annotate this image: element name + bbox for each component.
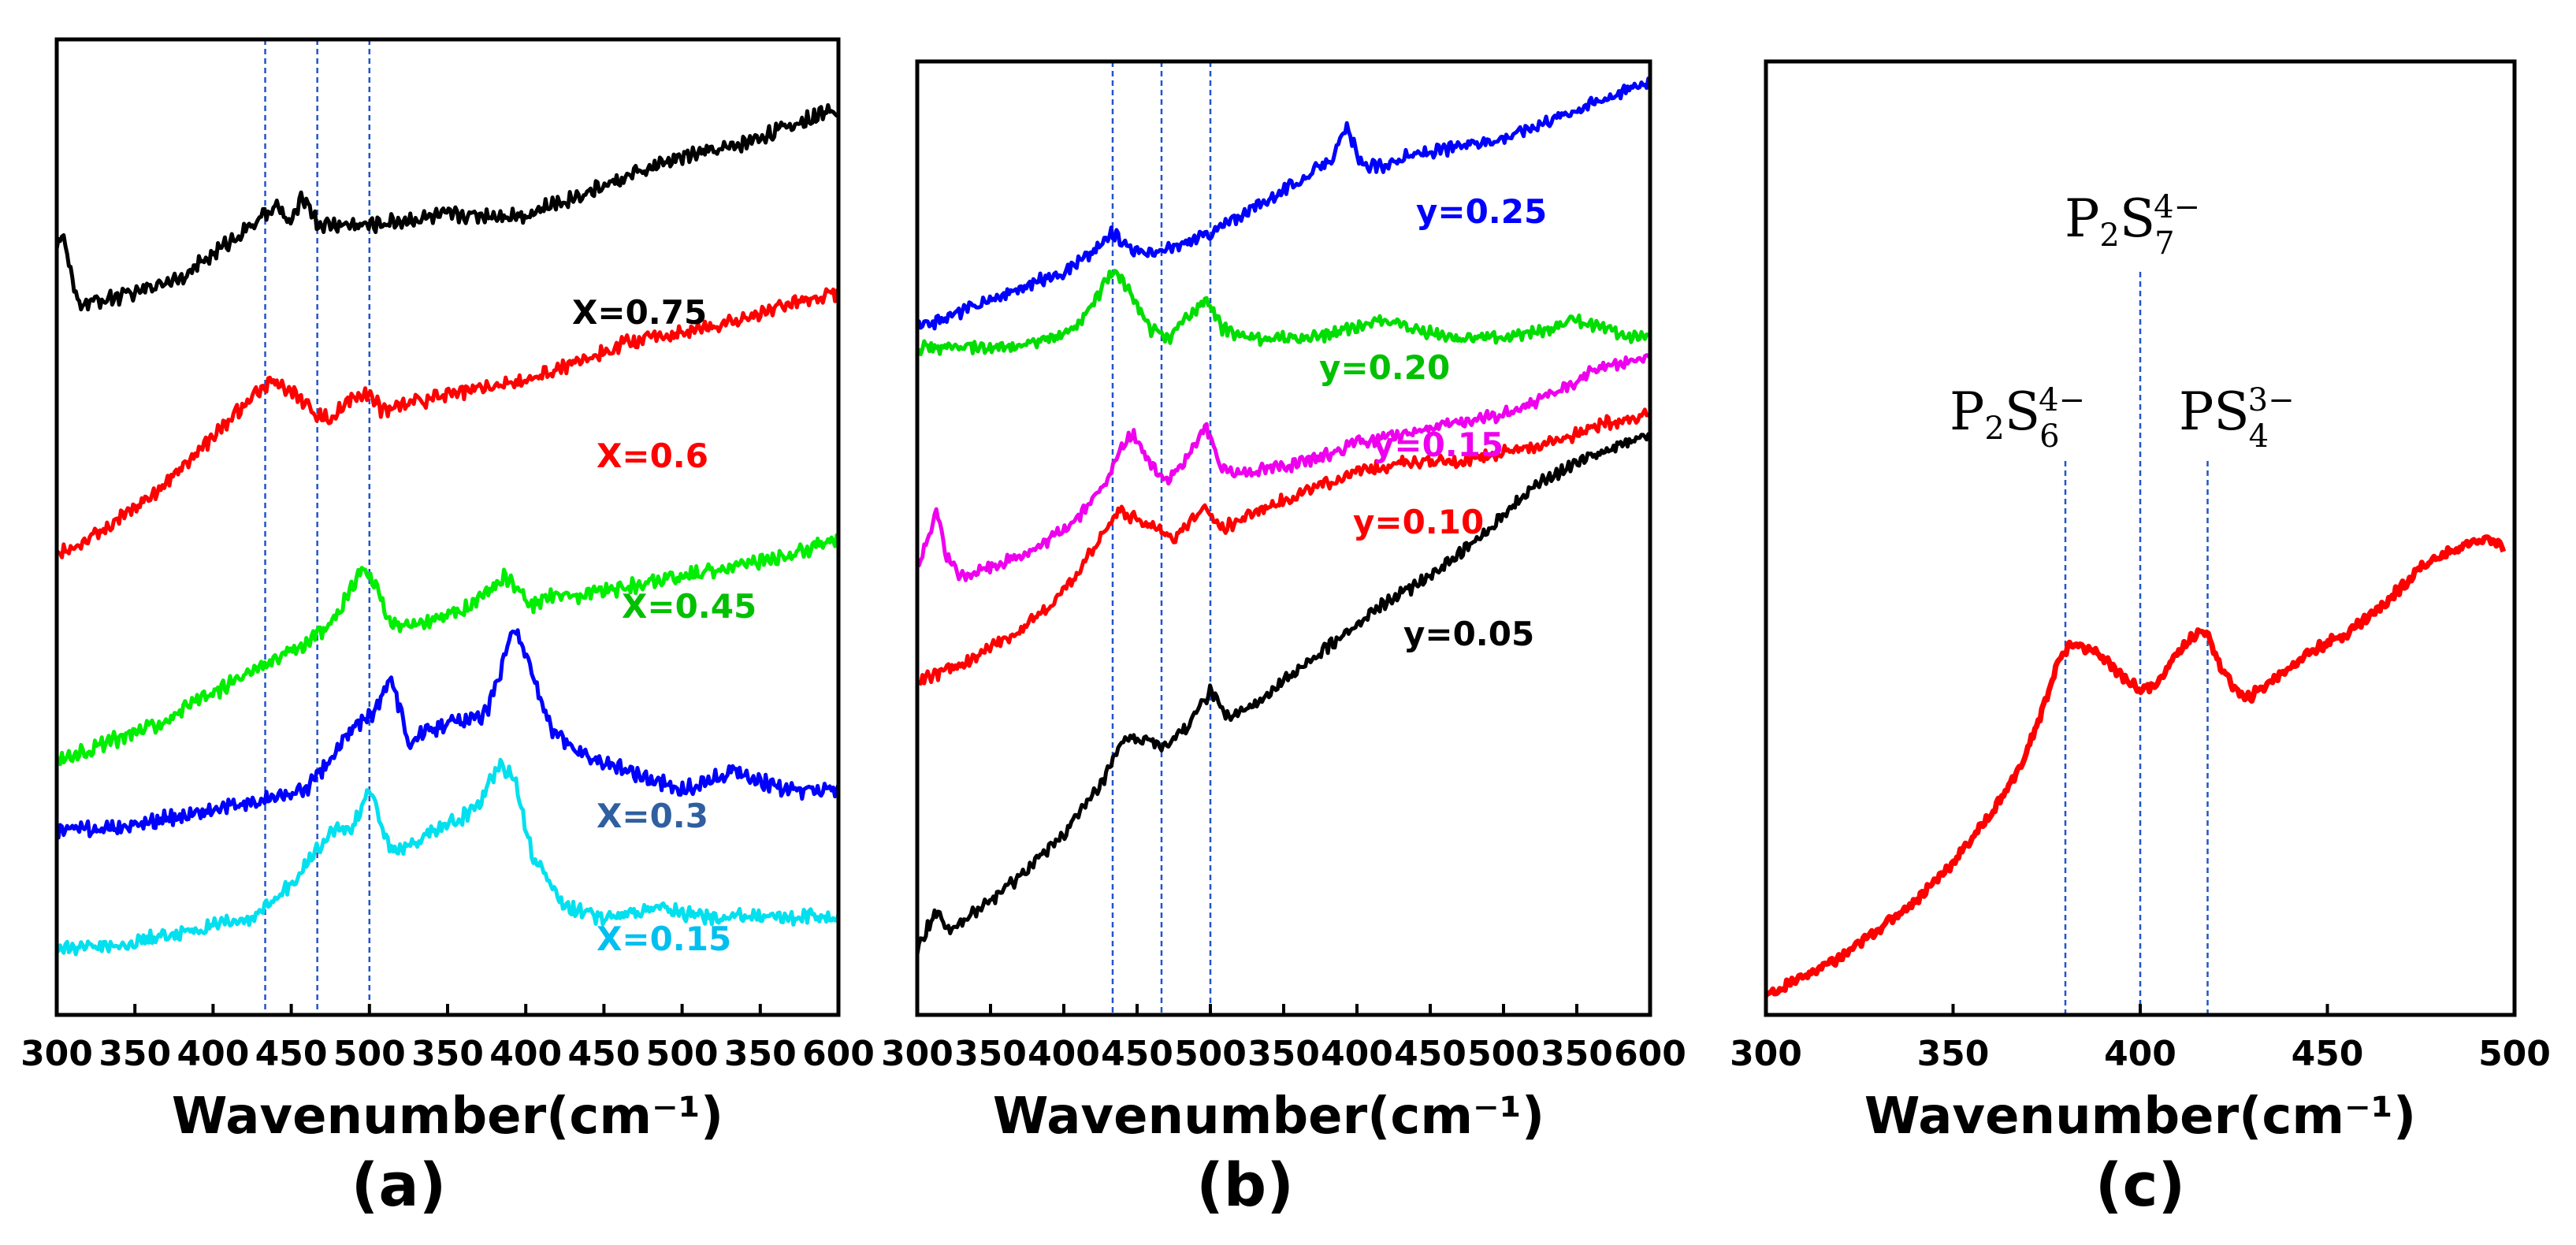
ion-label-p2s7: P2S4− 7	[2065, 188, 2200, 262]
panel-label-b: (b)	[1196, 1150, 1294, 1220]
x-tick-label: 300	[20, 1034, 93, 1074]
x-tick-label: 600	[1614, 1034, 1686, 1074]
series-label-x075: X=0.75	[572, 293, 707, 332]
series-label-y020: y=0.20	[1319, 348, 1450, 387]
series-line-c-spectrum	[1764, 534, 2507, 998]
series-line-b-y-0-25	[915, 76, 1652, 331]
series-label-y025: y=0.25	[1416, 192, 1547, 231]
panel-label-a: (a)	[351, 1150, 447, 1220]
panel-a: 300 350 400 450 500 350 400 450 500 350 600 X=0.75…	[20, 37, 875, 1220]
reference-lines-c	[2064, 272, 2209, 1015]
ion-label-ps4: PS3− 4	[2179, 381, 2295, 455]
series-label-x060: X=0.6	[597, 437, 708, 475]
x-tick-label: 350	[1247, 1034, 1320, 1074]
x-tick-label: 600	[802, 1034, 875, 1074]
series-line-b-y-0-10	[916, 407, 1652, 686]
series-label-y010: y=0.10	[1353, 503, 1484, 541]
x-axis-ticks-c: 300 350 400 450 500	[1730, 1004, 2551, 1074]
x-tick-label: 500	[333, 1034, 406, 1074]
x-axis-ticks-a: 300 350 400 450 500 350 400 450 500 350 600	[20, 1004, 875, 1074]
x-tick-label: 450	[2292, 1034, 2364, 1074]
x-tick-label: 350	[1917, 1034, 1990, 1074]
x-axis-ticks-b: 300 350 400 450 500 350 400 450 500 350 600	[881, 1004, 1686, 1074]
x-tick-label: 400	[177, 1034, 249, 1074]
series-label-x045: X=0.45	[622, 587, 756, 626]
plot-frame-a	[54, 37, 841, 1017]
x-tick-label: 500	[2478, 1034, 2551, 1074]
x-tick-label: 350	[724, 1034, 797, 1074]
series-group-b	[915, 76, 1652, 955]
reference-lines-a	[264, 39, 371, 1015]
series-line-b-y-0-20	[916, 269, 1651, 357]
panel-c: 300 350 400 450 500 P2S4− 6 P2S4− 7 PS3− 4 Wave…	[1730, 59, 2551, 1220]
series-label-x030: X=0.3	[597, 797, 708, 835]
series-line-a-x-0-15	[54, 757, 841, 957]
x-tick-label: 350	[1541, 1034, 1613, 1074]
x-tick-label: 400	[1028, 1034, 1100, 1074]
reference-lines-b	[1111, 61, 1212, 1015]
panel-b: 300 350 400 450 500 350 400 450 500 350 600 y=0.25…	[881, 59, 1686, 1220]
series-label-y005: y=0.05	[1403, 615, 1534, 653]
x-tick-label: 500	[646, 1034, 719, 1074]
series-line-a-x-0-75	[54, 102, 841, 312]
x-tick-label: 500	[1467, 1034, 1540, 1074]
ion-label-p2s6: P2S4− 6	[1950, 381, 2085, 455]
series-line-a-x-0-45	[55, 533, 841, 767]
series-line-a-x-0-3	[54, 628, 841, 840]
x-tick-label: 450	[567, 1034, 640, 1074]
x-tick-label: 450	[1394, 1034, 1466, 1074]
panel-label-c: (c)	[2095, 1150, 2186, 1220]
x-tick-label: 500	[1174, 1034, 1247, 1074]
x-axis-label-a: Wavenumber(cm⁻¹)	[172, 1087, 723, 1146]
x-tick-label: 450	[255, 1034, 328, 1074]
series-label-y015: y=0.15	[1373, 426, 1504, 464]
x-tick-label: 400	[2104, 1034, 2176, 1074]
x-tick-label: 300	[1730, 1034, 1802, 1074]
x-axis-label-b: Wavenumber(cm⁻¹)	[993, 1087, 1544, 1146]
series-group-a	[54, 102, 841, 957]
series-line-b-y-0-15	[915, 353, 1652, 582]
series-line-b-y-0-05	[915, 432, 1652, 955]
x-tick-label: 350	[411, 1034, 484, 1074]
x-tick-label: 400	[489, 1034, 562, 1074]
series-line-a-x-0-6	[55, 287, 841, 559]
x-tick-label: 450	[1101, 1034, 1173, 1074]
series-group-c	[1764, 534, 2507, 998]
x-tick-label: 300	[881, 1034, 953, 1074]
series-label-x015: X=0.15	[597, 920, 731, 958]
x-tick-label: 350	[99, 1034, 171, 1074]
x-tick-label: 350	[954, 1034, 1027, 1074]
x-axis-label-c: Wavenumber(cm⁻¹)	[1864, 1087, 2416, 1146]
x-tick-label: 400	[1321, 1034, 1393, 1074]
